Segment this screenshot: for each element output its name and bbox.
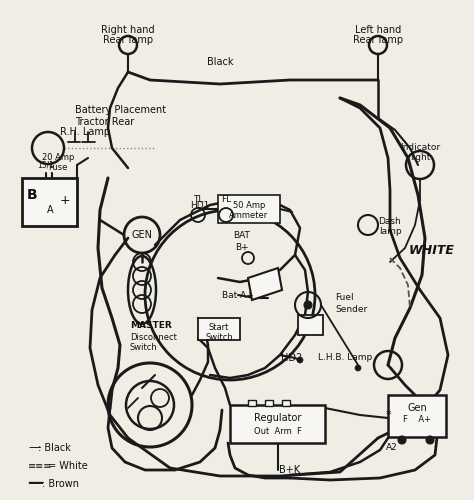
Bar [218,195,280,223]
Text: Switch: Switch [130,344,158,352]
Bar [22,178,77,226]
Text: Rear lamp: Rear lamp [353,35,403,45]
Text: ━━: ━━ [28,478,43,490]
Text: : Black: : Black [38,443,71,453]
Text: WHITE: WHITE [409,244,455,256]
Text: B+K: B+K [280,465,301,475]
Text: HD1: HD1 [191,202,210,210]
Text: A2: A2 [386,444,398,452]
Text: *: * [385,410,391,420]
Text: BAT: BAT [234,232,250,240]
Text: —: — [28,442,40,454]
Bar [388,395,446,437]
Text: L.H.B. Lamp: L.H.B. Lamp [318,354,372,362]
Text: TL: TL [193,196,203,204]
Text: : Brown: : Brown [42,479,79,489]
Text: Tractor Rear: Tractor Rear [75,117,134,127]
Text: MASTER: MASTER [130,320,172,330]
Text: GEN: GEN [131,230,153,240]
Circle shape [297,357,303,363]
Circle shape [398,436,406,444]
Bar [298,315,323,335]
Text: Out  Arm  F: Out Arm F [254,428,302,436]
Text: Rear lamp: Rear lamp [103,35,153,45]
Text: 20 Amp: 20 Amp [42,154,74,162]
Circle shape [304,301,312,309]
Text: Start: Start [209,322,229,332]
Text: B: B [27,188,37,202]
Text: Bat A+: Bat A+ [222,290,254,300]
Text: Gen: Gen [407,403,427,413]
Text: Regulator: Regulator [255,413,301,423]
Text: Dash: Dash [379,218,401,226]
Text: A: A [46,205,53,215]
Bar [230,405,325,443]
Text: 50 Amp: 50 Amp [233,202,265,210]
Text: Fuel: Fuel [335,294,354,302]
Text: Disconnect: Disconnect [130,332,177,342]
Text: B+: B+ [235,244,249,252]
Bar [248,400,256,406]
Text: Right hand: Right hand [101,25,155,35]
Text: light: light [410,152,430,162]
Circle shape [355,365,361,371]
Text: HD2: HD2 [282,353,302,363]
Text: F    A+: F A+ [403,416,431,424]
Text: Fuse: Fuse [48,164,68,172]
Circle shape [426,436,434,444]
Text: = White: = White [48,461,88,471]
Bar [265,400,273,406]
Text: 15/1: 15/1 [37,160,55,170]
Text: Indicator: Indicator [400,144,440,152]
Text: Left hand: Left hand [355,25,401,35]
Bar [282,400,290,406]
Text: Switch: Switch [205,332,233,342]
Polygon shape [248,268,282,300]
Text: R.H. Lamp: R.H. Lamp [60,127,110,137]
Text: +: + [60,194,70,206]
Text: Battery Placement: Battery Placement [75,105,166,115]
Bar [198,318,240,340]
Text: Black: Black [207,57,233,67]
Text: Sender: Sender [335,306,367,314]
Text: ≡≡≡: ≡≡≡ [28,461,52,471]
Text: Ammeter: Ammeter [229,212,269,220]
Text: FL: FL [221,196,231,204]
Text: lamp: lamp [379,228,401,236]
